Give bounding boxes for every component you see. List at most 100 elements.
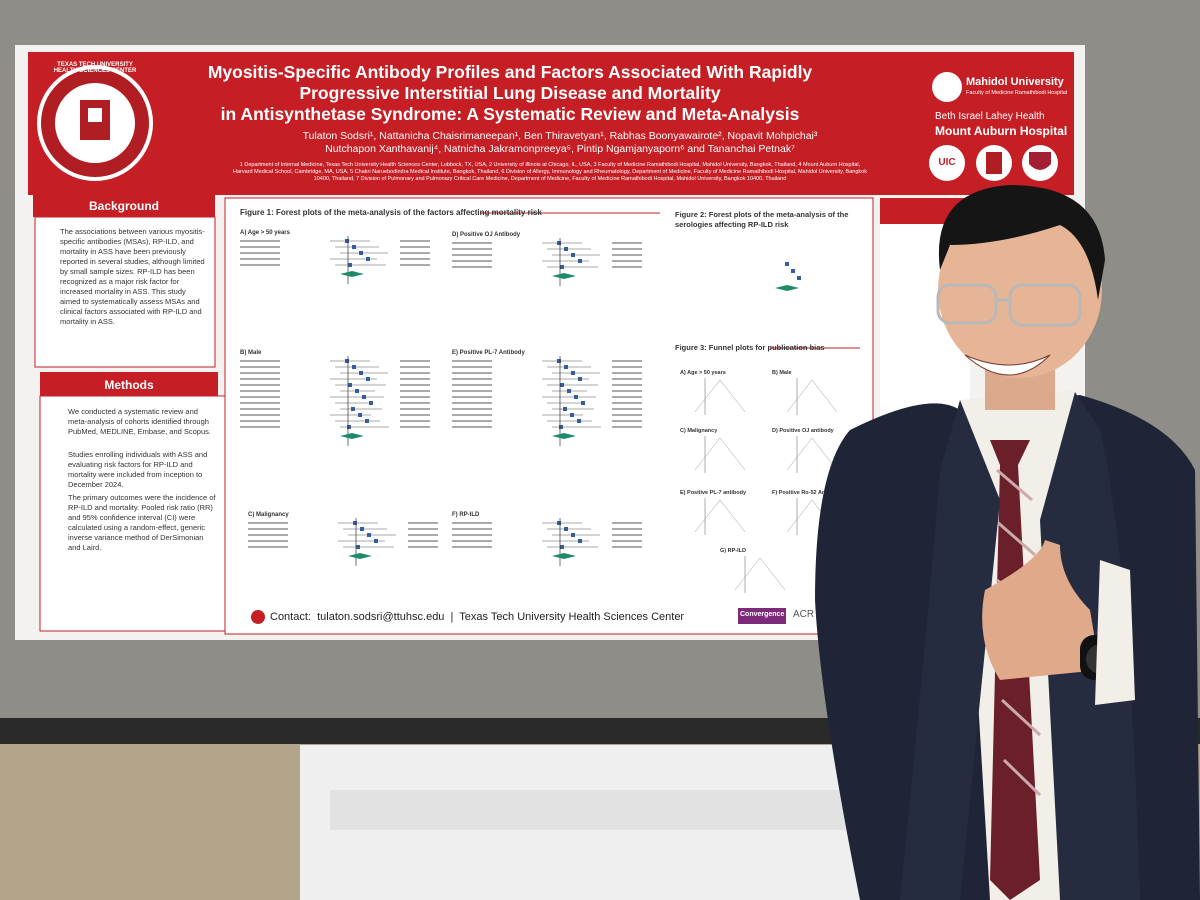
table-text xyxy=(612,420,642,422)
table-text xyxy=(240,378,280,380)
table-text xyxy=(452,242,492,244)
figure-title: Figure 1: Forest plots of the meta-analy… xyxy=(240,208,542,217)
panel-title: G) RP-ILD xyxy=(720,548,746,554)
panel-title: B) Male xyxy=(240,350,262,356)
summary-diamond xyxy=(775,285,799,291)
table-text xyxy=(400,408,430,410)
table-text xyxy=(612,360,642,362)
poster-title: Myositis-Specific Antibody Profiles and … xyxy=(160,62,860,125)
table-text xyxy=(240,258,280,260)
table-text xyxy=(400,246,430,248)
table-text xyxy=(612,254,642,256)
table-text xyxy=(400,264,430,266)
table-text xyxy=(612,366,642,368)
table-text xyxy=(452,390,492,392)
authors: Tulaton Sodsri¹, Nattanicha Chaisrimanee… xyxy=(200,130,920,156)
table-text xyxy=(240,402,280,404)
table-text xyxy=(452,540,492,542)
panel-title: D) Positive OJ antibody xyxy=(772,428,834,434)
table-text xyxy=(240,246,280,248)
funnel xyxy=(734,557,786,591)
table-text xyxy=(612,528,642,530)
summary-diamond xyxy=(340,433,364,439)
table-text xyxy=(452,546,492,548)
table-text xyxy=(240,414,280,416)
table-text xyxy=(248,534,288,536)
study-point xyxy=(785,262,789,266)
table-text xyxy=(612,390,642,392)
table-text xyxy=(400,258,430,260)
figure-title: Figure 3: Funnel plots for publication b… xyxy=(675,343,825,352)
table-text xyxy=(400,252,430,254)
section-text: The associations between various myositi… xyxy=(60,227,205,326)
table-text xyxy=(612,248,642,250)
table-text xyxy=(400,384,430,386)
table-text xyxy=(452,366,492,368)
table-text xyxy=(452,254,492,256)
table-text xyxy=(240,360,280,362)
table-text xyxy=(408,546,438,548)
panel-title: A) Age > 50 years xyxy=(680,370,726,376)
table-text xyxy=(452,384,492,386)
table-text xyxy=(400,396,430,398)
table-text xyxy=(612,384,642,386)
bullet: We conducted a systematic review and met… xyxy=(68,407,211,436)
table-text xyxy=(248,528,288,530)
logo-text: Mahidol University xyxy=(966,76,1064,88)
table-text xyxy=(452,378,492,380)
table-text xyxy=(612,242,642,244)
logo-text: UIC xyxy=(938,157,956,168)
summary-diamond xyxy=(552,273,576,279)
table-text xyxy=(452,534,492,536)
table-text xyxy=(612,372,642,374)
contact: Contact: tulaton.sodsri@ttuhsc.edu | Tex… xyxy=(270,611,685,623)
panel-title: F) RP-ILD xyxy=(452,512,480,518)
funnel xyxy=(694,499,746,533)
table-text xyxy=(612,266,642,268)
table-text xyxy=(240,264,280,266)
table-text xyxy=(240,390,280,392)
panel-title: B) Male xyxy=(772,370,792,376)
table-text xyxy=(612,414,642,416)
table-text xyxy=(452,426,492,428)
table-text xyxy=(452,260,492,262)
summary-diamond xyxy=(348,553,372,559)
table-text xyxy=(400,426,430,428)
table-text xyxy=(612,540,642,542)
author-line: Tulaton Sodsri¹, Nattanicha Chaisrimanee… xyxy=(302,130,818,142)
table-text xyxy=(240,366,280,368)
table-text xyxy=(612,378,642,380)
section-heading: Background xyxy=(88,199,159,213)
panel-title: C) Malignancy xyxy=(248,512,289,518)
table-text xyxy=(400,390,430,392)
summary-diamond xyxy=(552,553,576,559)
funnel xyxy=(694,379,746,413)
table-text xyxy=(452,372,492,374)
table-text xyxy=(400,420,430,422)
table-text xyxy=(240,240,280,242)
table-text xyxy=(612,408,642,410)
panel-title: F) Positive Ro-52 Antibody xyxy=(772,490,842,496)
table-text xyxy=(400,240,430,242)
table-text xyxy=(400,378,430,380)
funnel xyxy=(694,437,746,471)
affiliations: 1 Department of Internal Medicine, Texas… xyxy=(233,162,867,182)
panel-title: E) Positive PL-7 antibody xyxy=(680,490,747,496)
table-text xyxy=(612,546,642,548)
table-text xyxy=(408,540,438,542)
table-text xyxy=(612,534,642,536)
summary-diamond xyxy=(340,271,364,277)
table-text xyxy=(612,522,642,524)
table-text xyxy=(452,420,492,422)
table-text xyxy=(240,396,280,398)
study-point xyxy=(797,276,801,280)
funnel xyxy=(786,379,838,413)
author-line: Nutchapon Xanthavanij⁴, Natnicha Jakramo… xyxy=(325,143,795,155)
table-text xyxy=(400,402,430,404)
table-text xyxy=(612,396,642,398)
table-text xyxy=(452,402,492,404)
logo-text: ACR xyxy=(793,609,815,620)
